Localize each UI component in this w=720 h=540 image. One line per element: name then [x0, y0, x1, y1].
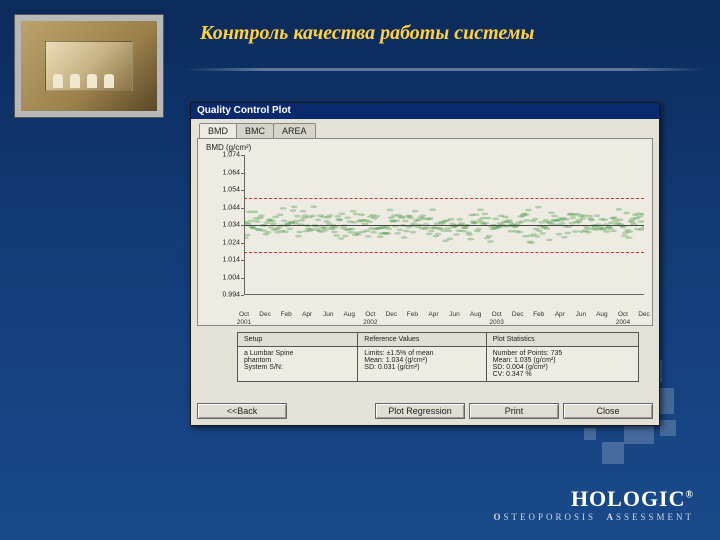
brand-name: HOLOGIC: [571, 486, 686, 511]
setup-header: Setup: [238, 333, 358, 347]
info-table: Setup Reference Values Plot Statistics a…: [237, 332, 639, 382]
title-underline: [185, 68, 705, 71]
setup-cell: a Lumbar Spine phantom System S/N:: [238, 347, 358, 382]
tab-bmd[interactable]: BMD: [199, 123, 237, 138]
tab-bar: BMD BMC AREA: [199, 123, 653, 138]
plot-regression-button[interactable]: Plot Regression: [375, 403, 465, 419]
brand-logo: HOLOGIC® OSTEOPOROSIS ASSESSMENT: [493, 486, 694, 522]
stats-cell: Number of Points: 735 Mean: 1.035 (g/cm²…: [486, 347, 638, 382]
ref-cell: Limits: ±1.5% of mean Mean: 1.034 (g/cm²…: [358, 347, 486, 382]
stats-header: Plot Statistics: [486, 333, 638, 347]
chart-plot-area: 0.9941.0041.0141.0241.0341.0441.0541.064…: [244, 155, 644, 295]
print-button[interactable]: Print: [469, 403, 559, 419]
close-button[interactable]: Close: [563, 403, 653, 419]
tab-bmc[interactable]: BMC: [236, 123, 274, 138]
button-row: <<Back Plot Regression Print Close: [197, 403, 653, 419]
chart-panel: BMD (g/cm²) 0.9941.0041.0141.0241.0341.0…: [197, 138, 653, 326]
dialog-titlebar[interactable]: Quality Control Plot: [191, 103, 659, 119]
ref-header: Reference Values: [358, 333, 486, 347]
slide-title: Контроль качества работы системы: [200, 22, 534, 45]
back-button[interactable]: <<Back: [197, 403, 287, 419]
tab-area[interactable]: AREA: [273, 123, 316, 138]
qc-dialog: Quality Control Plot BMD BMC AREA BMD (g…: [190, 102, 660, 426]
phantom-image: [14, 14, 164, 118]
